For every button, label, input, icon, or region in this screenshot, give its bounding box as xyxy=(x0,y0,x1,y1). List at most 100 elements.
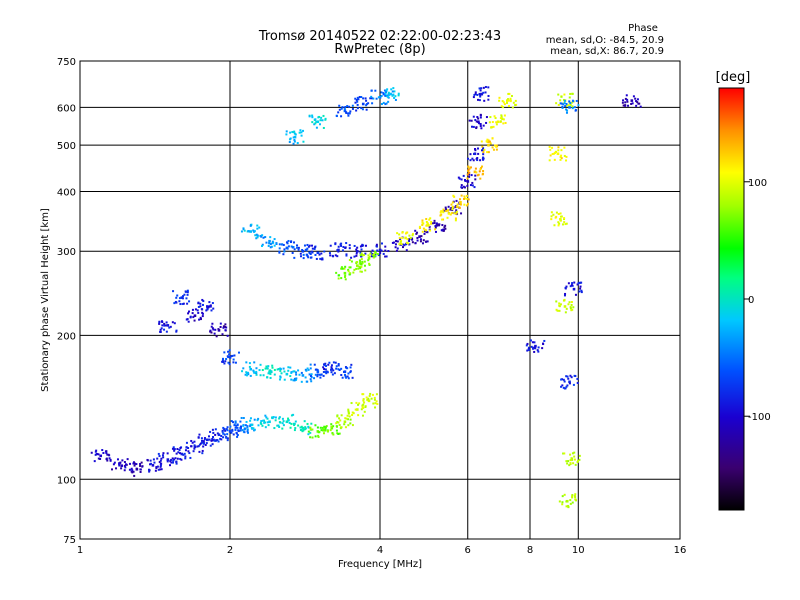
data-point-cloud xyxy=(291,130,294,133)
data-point-cloud xyxy=(198,450,201,453)
data-point-cloud xyxy=(374,254,377,257)
data-point-cloud xyxy=(208,301,211,304)
data-point-cloud xyxy=(570,303,573,306)
data-point-cloud xyxy=(90,451,93,454)
data-point-cloud xyxy=(573,455,576,458)
data-point-cloud xyxy=(314,253,317,256)
data-point-cloud xyxy=(481,165,484,168)
data-point-cloud xyxy=(160,462,163,465)
data-point-cloud xyxy=(214,328,217,331)
data-point-cloud xyxy=(466,180,469,183)
data-point-cloud xyxy=(357,403,360,406)
data-point-cloud xyxy=(109,458,112,461)
data-point-cloud xyxy=(281,427,284,430)
data-point-cloud xyxy=(569,453,572,456)
data-point-cloud xyxy=(341,249,344,252)
data-point-cloud xyxy=(394,243,397,246)
data-point-cloud xyxy=(252,229,255,232)
data-point-cloud xyxy=(105,450,108,453)
data-point-cloud xyxy=(189,315,192,318)
data-point-cloud xyxy=(340,242,343,245)
data-point-cloud xyxy=(386,88,389,91)
data-point-cloud xyxy=(467,166,470,169)
data-point-cloud xyxy=(314,424,317,427)
data-point-cloud xyxy=(171,321,174,324)
data-point-cloud xyxy=(480,140,483,143)
data-point-cloud xyxy=(255,367,258,370)
data-point-cloud xyxy=(576,461,579,464)
data-point-cloud xyxy=(107,453,110,456)
data-point-cloud xyxy=(243,427,246,430)
data-point-cloud xyxy=(483,99,486,102)
data-point xyxy=(367,257,371,260)
data-point-cloud xyxy=(561,495,564,498)
data-point-cloud xyxy=(380,95,383,98)
data-point xyxy=(570,458,574,461)
data-point-cloud xyxy=(372,402,375,405)
data-point-cloud xyxy=(561,501,564,504)
data-point-cloud xyxy=(222,360,225,363)
data-point-cloud xyxy=(339,419,342,422)
data-point xyxy=(193,445,197,449)
data-point-cloud xyxy=(560,378,563,381)
data-point-cloud xyxy=(224,429,227,432)
data-point-cloud xyxy=(360,107,363,110)
data-point-cloud xyxy=(243,229,246,232)
data-point xyxy=(355,250,359,253)
data-point-cloud xyxy=(563,99,566,102)
data-point-cloud xyxy=(411,237,414,240)
data-point-cloud xyxy=(498,96,501,99)
data-point-cloud xyxy=(184,457,187,460)
data-point-cloud xyxy=(356,107,359,110)
data-point-cloud xyxy=(474,119,477,122)
y-tick-label: 300 xyxy=(57,247,76,258)
data-point-cloud xyxy=(485,140,488,143)
data-point-cloud xyxy=(443,226,446,229)
data-point-cloud xyxy=(370,397,373,400)
data-point-cloud xyxy=(395,240,398,243)
data-point-cloud xyxy=(366,398,369,401)
data-point-cloud xyxy=(249,419,252,422)
data-point-cloud xyxy=(499,117,502,120)
data-point-cloud xyxy=(304,376,307,379)
data-point-cloud xyxy=(278,250,281,253)
data-point-cloud xyxy=(349,366,352,369)
data-point-cloud xyxy=(97,457,100,460)
colorbar-tick-label: 0 xyxy=(748,295,754,306)
data-point-cloud xyxy=(624,101,627,104)
data-point-cloud xyxy=(282,243,285,246)
data-point-cloud xyxy=(267,244,270,247)
data-point-cloud xyxy=(441,224,444,227)
data-point-cloud xyxy=(173,322,176,325)
data-point-cloud xyxy=(185,441,188,444)
data-point-cloud xyxy=(555,102,558,105)
data-point-cloud xyxy=(224,329,227,332)
data-point-cloud xyxy=(155,467,158,470)
data-point-cloud xyxy=(344,246,347,249)
data-point-cloud xyxy=(152,458,155,461)
data-point-cloud xyxy=(553,224,556,227)
data-point-cloud xyxy=(557,93,560,96)
data-point-cloud xyxy=(356,246,359,249)
data-point-cloud xyxy=(569,502,572,505)
data-point-cloud xyxy=(573,495,576,498)
data-point-cloud xyxy=(161,324,164,327)
data-point-cloud xyxy=(321,429,324,432)
x-tick-label: 6 xyxy=(465,545,471,556)
data-point-cloud xyxy=(214,428,217,431)
data-point-cloud xyxy=(245,374,248,377)
data-point-cloud xyxy=(355,252,358,255)
data-point-cloud xyxy=(466,202,469,205)
data-point-cloud xyxy=(324,362,327,365)
data-point-cloud xyxy=(421,223,424,226)
data-point-cloud xyxy=(526,349,529,352)
data-point-cloud xyxy=(283,370,286,373)
data-point-cloud xyxy=(387,250,390,253)
data-point-cloud xyxy=(97,453,100,456)
data-point-cloud xyxy=(300,371,303,374)
data-point xyxy=(228,430,232,433)
data-point-cloud xyxy=(578,458,581,461)
data-point-cloud xyxy=(259,374,262,377)
data-point xyxy=(330,426,334,430)
data-point-cloud xyxy=(210,309,213,312)
